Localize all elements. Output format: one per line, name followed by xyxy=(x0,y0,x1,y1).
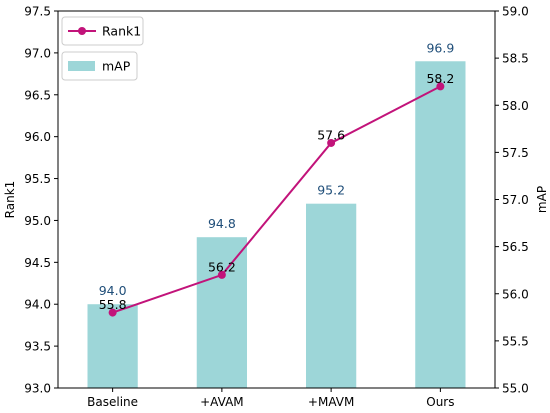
bar-value-label: 94.8 xyxy=(208,216,236,231)
y-right-tick-label: 58.0 xyxy=(502,99,529,113)
point-value-label: 56.2 xyxy=(208,259,236,274)
rank1-point xyxy=(327,138,336,147)
y-left-tick-label: 94.0 xyxy=(24,298,51,312)
left-axis: 93.0 93.5 94.0 94.5 95.0 95.5 96.0 96.5 97.0 97.5 xyxy=(24,5,58,396)
point-value-label: 58.2 xyxy=(426,71,454,86)
y-left-tick-label: 94.5 xyxy=(24,256,51,270)
legend-box-rank1 xyxy=(61,16,144,46)
x-tick-label: Ours xyxy=(426,395,454,409)
rank1-point xyxy=(217,270,226,279)
y-axis-left-title: Rank1 xyxy=(3,181,17,219)
bar-value-label: 96.9 xyxy=(426,40,454,55)
legend-marker xyxy=(78,27,86,35)
y-right-tick-label: 57.5 xyxy=(502,146,529,160)
y-axis-right-title: mAP xyxy=(535,186,549,213)
y-left-tick-label: 97.0 xyxy=(24,46,51,60)
y-right-tick-label: 58.5 xyxy=(502,52,529,66)
y-left-tick-label: 97.5 xyxy=(24,5,51,19)
legend: Rank1 mAP xyxy=(61,16,144,81)
x-tick-label: +AVAM xyxy=(200,395,244,409)
bar-baseline xyxy=(87,304,138,388)
rank1-point xyxy=(436,82,445,91)
y-right-tick-label: 56.0 xyxy=(502,287,529,301)
x-tick-label: Baseline xyxy=(87,395,138,409)
y-left-tick-label: 93.5 xyxy=(24,340,51,354)
legend-bar-swatch xyxy=(68,61,95,71)
rank1-point xyxy=(108,308,117,317)
legend-label-map: mAP xyxy=(102,59,131,74)
y-right-tick-label: 59.0 xyxy=(502,5,529,19)
y-left-tick-label: 96.5 xyxy=(24,88,51,102)
line-layer xyxy=(108,82,445,317)
legend-label-rank1: Rank1 xyxy=(102,24,141,39)
legend-box-map xyxy=(61,51,138,81)
bar-avam xyxy=(196,237,248,388)
y-right-tick-label: 55.5 xyxy=(502,334,529,348)
point-value-label: 55.8 xyxy=(99,297,127,312)
labels-layer: 94.0 94.8 95.2 96.9 55.8 56.2 57.6 58.2 xyxy=(99,40,455,312)
bar-mavm xyxy=(305,203,357,388)
y-left-tick-label: 93.0 xyxy=(24,382,51,396)
bar-value-label: 94.0 xyxy=(99,283,127,298)
y-left-tick-label: 96.0 xyxy=(24,130,51,144)
y-right-tick-label: 55.0 xyxy=(502,382,529,396)
x-tick-label: +MAVM xyxy=(308,395,354,409)
y-left-tick-label: 95.5 xyxy=(24,172,51,186)
y-right-tick-label: 57.0 xyxy=(502,193,529,207)
bar-value-label: 95.2 xyxy=(317,183,345,198)
y-left-tick-label: 95.0 xyxy=(24,214,51,228)
bars-layer xyxy=(87,61,466,389)
bar-ours xyxy=(415,61,466,389)
x-axis: Baseline +AVAM +MAVM Ours xyxy=(87,388,455,409)
point-value-label: 57.6 xyxy=(317,127,345,142)
right-axis: 55.0 55.5 56.0 56.5 57.0 57.5 58.0 58.5 59.0 xyxy=(495,5,529,396)
rank1-line xyxy=(112,85,441,314)
y-right-tick-label: 56.5 xyxy=(502,240,529,254)
